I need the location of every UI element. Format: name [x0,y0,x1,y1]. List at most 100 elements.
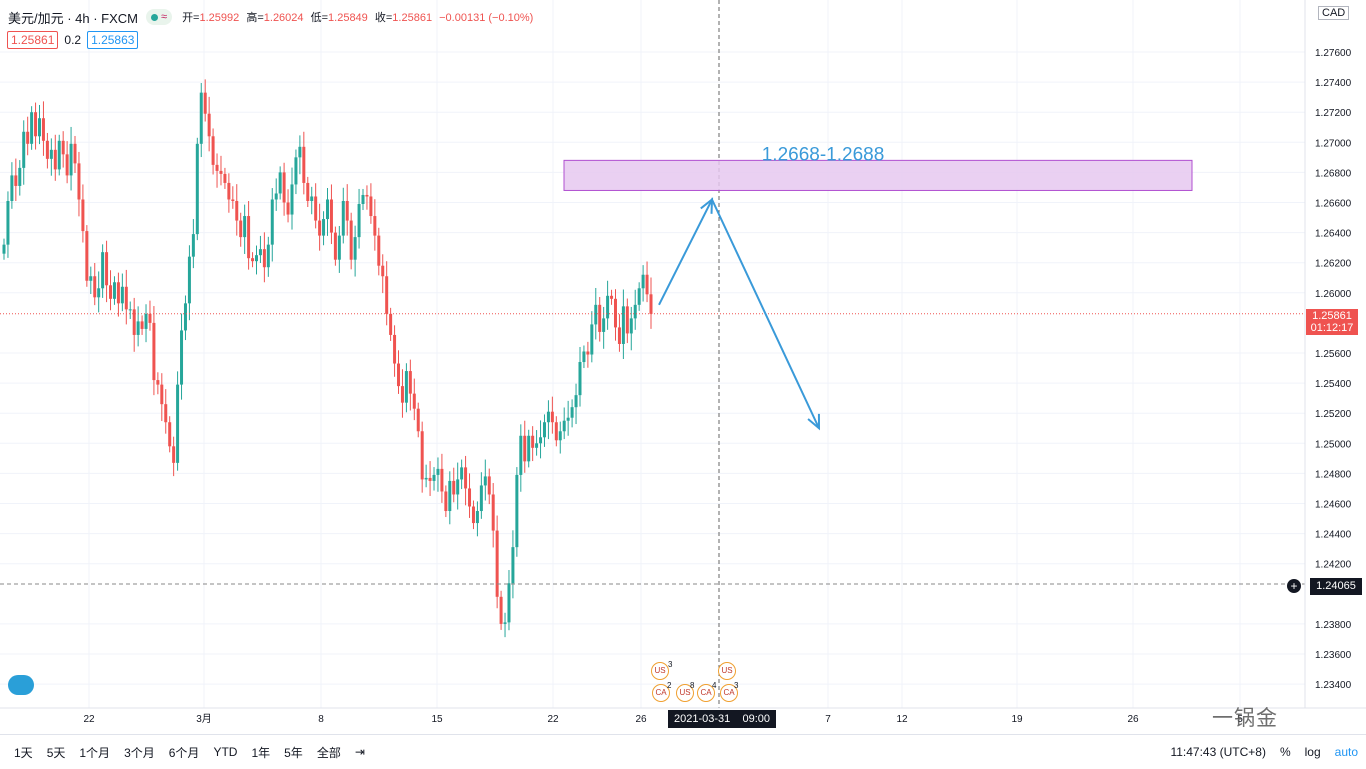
sell-price-button[interactable]: 1.25861 [7,31,59,49]
candle-body [294,157,298,185]
currency-label[interactable]: CAD [1318,6,1350,20]
price-chart[interactable]: 1.2668-1.2688 1.27600 1.27400 1.27200 1.270… [0,0,1366,734]
price-tick-label: 1.26400 [1315,229,1352,240]
range-5y-button[interactable]: 5年 [284,745,303,760]
range-6m-button[interactable]: 6个月 [168,745,200,760]
range-1m-button[interactable]: 1个月 [79,745,111,760]
price-tick-label: 1.23400 [1315,680,1352,691]
log-scale-button[interactable]: log [1304,745,1321,759]
candle-body [306,182,310,201]
candle-body [578,362,582,396]
tradingview-logo-icon[interactable] [8,675,34,695]
range-all-button[interactable]: 全部 [316,745,341,760]
crosshair-time: 09:00 [742,713,771,725]
range-3m-button[interactable]: 3个月 [124,745,155,760]
symbol-title[interactable]: 美元/加元 · 4h · FXCM [8,10,139,26]
candle-body [215,164,219,171]
event-flag-us-icon[interactable]: US [676,684,694,702]
event-flag-ca-icon[interactable]: CA [697,684,715,702]
ohlc-values: 开=1.25992 高=1.26024 低=1.25849 收=1.25861 … [182,9,537,25]
candle-body [621,306,625,344]
event-flag-ca-icon[interactable]: CA [720,684,738,702]
price-tick-label: 1.27600 [1315,48,1352,59]
candle-body [495,530,499,597]
candle-body [18,167,22,186]
price-tick-label: 1.25400 [1315,379,1352,390]
range-5d-button[interactable]: 5天 [46,745,66,760]
buy-price-button[interactable]: 1.25863 [87,31,139,49]
candle-body [432,474,436,481]
candle-body [251,258,255,262]
event-flag-ca-icon[interactable]: CA [652,684,670,702]
current-price-badge: 1.25861 01:12:17 [1306,309,1358,335]
add-alert-plus-icon[interactable]: + [1287,579,1301,593]
candle-body [10,175,14,201]
candle-body [511,547,515,584]
candle-body [448,480,452,512]
candle-body [105,252,109,286]
candle-body [57,140,61,170]
candle-body [385,276,389,314]
candle-body [156,380,160,385]
candle-body [546,411,550,423]
candle-body [26,131,30,144]
candle-body [523,435,527,462]
candle-body [41,118,45,141]
candle-body [136,321,140,335]
candle-body [6,200,10,245]
candle-body [120,286,124,304]
candle-body [345,200,349,221]
candle-body [613,298,617,328]
candle-body [168,422,172,447]
chart-grid [0,0,1305,708]
candle-body [349,220,353,260]
candle-body [440,468,444,492]
range-ytd-button[interactable]: YTD [213,745,238,759]
candle-body [14,175,18,186]
candle-body [625,306,629,334]
price-tick-label: 1.26800 [1315,168,1352,179]
low-label: 低= [310,12,329,24]
candle-body [412,393,416,409]
event-flag-us-icon[interactable]: US [718,662,736,680]
event-flag-us-icon[interactable]: US [651,662,669,680]
projection-arrow[interactable] [658,197,821,431]
price-tick-label: 1.24600 [1315,500,1352,511]
time-tick-label: 26 [635,714,647,725]
candle-body [377,235,381,266]
candle-body [270,199,274,245]
range-1y-button[interactable]: 1年 [251,745,271,760]
candles [2,79,653,638]
candle-body [235,200,239,221]
candle-body [539,437,543,444]
candle-body [416,408,420,432]
candle-body [542,422,546,438]
candle-body [361,194,365,205]
candle-body [598,304,602,332]
market-status-pill[interactable]: ≈ [146,9,173,25]
candle-body [574,395,578,408]
candle-body [144,313,148,329]
range-1d-button[interactable]: 1天 [14,745,33,760]
candle-body [211,136,215,165]
candle-body [633,304,637,319]
current-price-value: 1.25861 [1312,310,1352,322]
resistance-zone-rectangle[interactable] [563,159,1193,191]
goto-date-icon[interactable]: ⇥ [354,745,365,759]
candle-body [191,234,195,257]
bid-ask-row: 1.25861 0.2 1.25863 [7,31,139,49]
candle-body [586,351,590,355]
auto-scale-button[interactable]: auto [1334,745,1358,759]
candle-body [140,321,144,329]
candle-body [373,216,377,236]
candle-body [282,172,286,203]
price-axis-ticks: 1.27600 1.27400 1.27200 1.27000 1.26800 1.266… [1315,48,1352,691]
clock-timezone[interactable]: 11:47:43 (UTC+8) [1170,745,1266,759]
candle-body [649,294,653,314]
percent-scale-button[interactable]: % [1279,745,1291,759]
candle-body [302,146,306,183]
candle-body [570,407,574,418]
price-tick-label: 1.27000 [1315,138,1352,149]
candle-body [207,113,211,137]
candle-body [2,244,6,254]
